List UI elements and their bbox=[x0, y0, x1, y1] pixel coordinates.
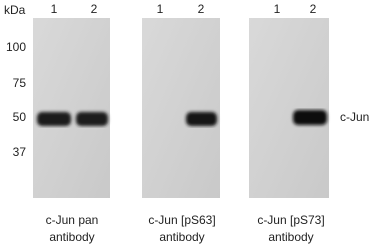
blot-panel bbox=[249, 18, 329, 198]
band bbox=[186, 112, 217, 126]
band bbox=[37, 112, 71, 126]
lane-label: 2 bbox=[198, 2, 205, 16]
lane-label: 2 bbox=[310, 2, 317, 16]
marker-label: 50 bbox=[13, 110, 27, 124]
blot-panel bbox=[33, 18, 110, 198]
caption: c-Jun [pS63] bbox=[148, 213, 215, 227]
caption: antibody bbox=[159, 230, 204, 244]
caption: c-Jun pan bbox=[46, 213, 99, 227]
lane-label: 1 bbox=[274, 2, 281, 16]
band-label: c-Jun bbox=[340, 110, 369, 124]
blot-panel bbox=[142, 18, 220, 198]
lane-label: 2 bbox=[91, 2, 98, 16]
marker-label: 100 bbox=[6, 40, 26, 54]
axis-label: kDa bbox=[4, 3, 26, 17]
band bbox=[293, 110, 327, 125]
lane-label: 1 bbox=[157, 2, 164, 16]
lane-label: 1 bbox=[51, 2, 58, 16]
caption: antibody bbox=[268, 230, 313, 244]
band bbox=[76, 112, 108, 126]
caption: antibody bbox=[49, 230, 94, 244]
marker-label: 75 bbox=[13, 76, 27, 90]
marker-label: 37 bbox=[13, 145, 27, 159]
caption: c-Jun [pS73] bbox=[257, 213, 324, 227]
